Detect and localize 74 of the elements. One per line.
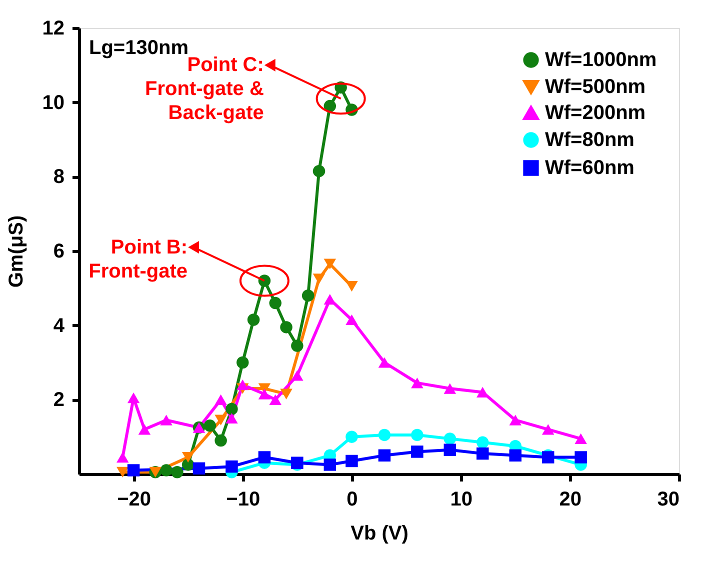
x-tick-label: 20: [559, 488, 582, 510]
point: [138, 424, 151, 435]
point: [291, 370, 304, 381]
y-tick-label: 2: [53, 389, 64, 412]
point: [258, 388, 271, 400]
x-axis-title: Vb (V): [350, 522, 408, 544]
legend-label: Wf=200nm: [545, 102, 646, 124]
x-tick-label: 10: [450, 488, 472, 510]
y-tick-label: 6: [53, 240, 64, 262]
point: [214, 434, 227, 447]
point: [280, 388, 292, 400]
legend-label: Wf=60nm: [545, 157, 634, 179]
point: [509, 414, 522, 426]
y-tick-label: 4: [53, 314, 66, 337]
point: [346, 314, 358, 326]
point: [444, 444, 456, 456]
point: [378, 357, 391, 368]
point: [116, 466, 129, 478]
point: [280, 321, 292, 334]
point: [574, 451, 587, 464]
point: [247, 314, 260, 326]
point: [378, 449, 391, 462]
point: [182, 452, 194, 463]
x-tick-label: −20: [117, 488, 152, 510]
point: [444, 383, 456, 394]
point: [214, 394, 227, 405]
point: [214, 414, 227, 426]
legend-label: Wf=1000nm: [545, 49, 657, 71]
point: [312, 164, 326, 178]
point: [226, 402, 238, 416]
point: [269, 296, 282, 310]
y-tick-label: 12: [42, 18, 64, 40]
x-tick-label: 30: [657, 488, 680, 510]
point: [346, 454, 358, 468]
x-tick-label: −10: [226, 488, 260, 510]
y-tick-label: 10: [42, 92, 64, 114]
annotation: Point B: Front-gate: [88, 236, 188, 282]
point: [574, 433, 587, 444]
point: [226, 460, 238, 473]
point: [411, 446, 424, 458]
point: [127, 464, 140, 476]
point: [542, 424, 554, 435]
point: [346, 281, 358, 292]
point: [411, 428, 424, 442]
point: [476, 436, 489, 449]
point: [204, 420, 216, 432]
y-axis-title: Gm(μS): [5, 215, 28, 288]
point: [378, 428, 391, 442]
point: [116, 452, 129, 463]
point: [226, 412, 238, 424]
point: [258, 451, 271, 464]
legend-label: Wf=500nm: [545, 76, 646, 98]
point: [127, 392, 140, 404]
point: [269, 394, 282, 405]
x-tick-label: 0: [346, 488, 358, 510]
legend-label: Wf=80nm: [545, 129, 634, 151]
point: [236, 379, 249, 390]
point: [509, 449, 522, 462]
point: [312, 274, 326, 284]
point: [324, 258, 336, 270]
point: [160, 414, 172, 426]
point: [346, 430, 358, 443]
point: [411, 378, 424, 388]
point: [291, 340, 304, 352]
point: [476, 447, 489, 460]
point: [444, 432, 456, 445]
y-tick-label: 8: [53, 166, 64, 188]
point: [236, 356, 249, 369]
point: [324, 458, 336, 471]
point: [324, 100, 336, 112]
point: [160, 464, 172, 476]
point: [302, 289, 314, 302]
point: [192, 462, 206, 475]
point: [171, 466, 184, 478]
